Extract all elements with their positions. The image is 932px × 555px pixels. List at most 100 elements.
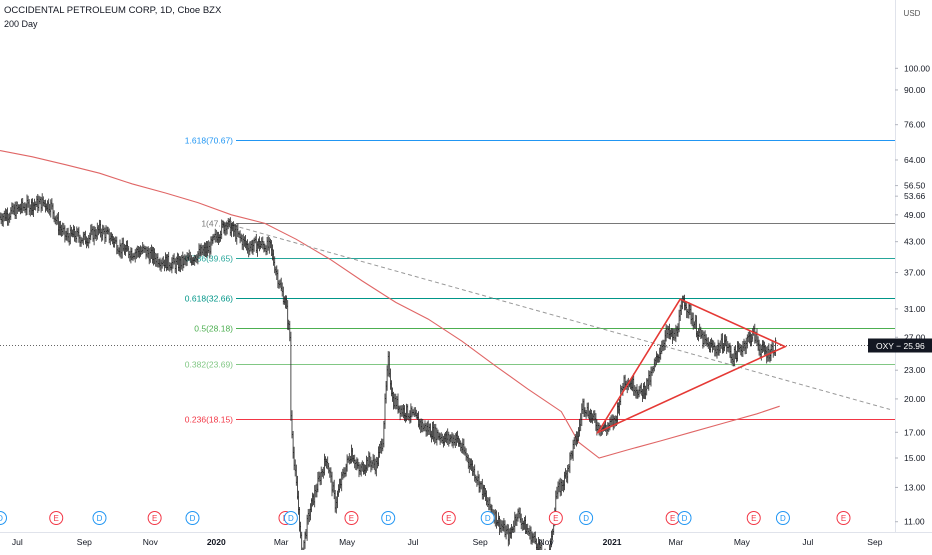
price-tick-label: 37.00 xyxy=(904,268,926,278)
fib-levels: 1.618(70.67) 1(47.18) 0.786(39.65) 0.618(32… xyxy=(185,136,895,555)
event-letter: D xyxy=(385,514,391,523)
price-bar xyxy=(775,337,777,356)
event-circle xyxy=(579,511,594,525)
last-price-badge: OXY − 25.96 xyxy=(868,338,932,353)
chart-title: OCCIDENTAL PETROLEUM CORP, 1D, Cboe BZX xyxy=(4,5,222,16)
time-tick-label: Jul xyxy=(802,537,813,547)
time-tick-label: Mar xyxy=(669,537,684,547)
event-letter: E xyxy=(349,514,354,523)
event-circle xyxy=(836,511,851,525)
earnings-marker[interactable]: E xyxy=(344,511,359,525)
price-tick-label: 100.00 xyxy=(904,63,930,73)
price-tick-label: 20.00 xyxy=(904,394,926,404)
price-tick-label: 17.00 xyxy=(904,427,926,437)
dividend-marker[interactable]: D xyxy=(775,511,790,525)
event-letter: D xyxy=(485,514,491,523)
event-circle xyxy=(746,511,761,525)
time-tick-label: Jul xyxy=(408,537,419,547)
earnings-marker[interactable]: E xyxy=(441,511,456,525)
event-letter: D xyxy=(583,514,589,523)
earnings-marker[interactable]: E xyxy=(548,511,563,525)
dividend-marker[interactable]: D xyxy=(185,511,200,525)
time-tick-label: Nov xyxy=(539,537,555,547)
event-circle xyxy=(480,511,495,525)
time-tick-label: May xyxy=(734,537,751,547)
event-letter: E xyxy=(670,514,675,523)
chart-header: OCCIDENTAL PETROLEUM CORP, 1D, Cboe BZX … xyxy=(4,5,222,29)
price-tick-label: 53.66 xyxy=(904,191,926,201)
time-tick-label: 2021 xyxy=(603,537,622,547)
price-tick-label: 13.00 xyxy=(904,482,926,492)
trendline xyxy=(225,222,891,410)
time-tick-label: 2020 xyxy=(207,537,226,547)
earnings-marker[interactable]: E xyxy=(49,511,64,525)
event-letter: D xyxy=(288,514,294,523)
price-tick-label: 23.00 xyxy=(904,365,926,375)
price-tick-label: 27.00 xyxy=(904,332,926,342)
dividend-marker[interactable]: D xyxy=(92,511,107,525)
event-letter: D xyxy=(780,514,786,523)
fib-label: 1.618(70.67) xyxy=(185,136,233,146)
price-tick-label: 56.50 xyxy=(904,181,926,191)
triangle-pattern xyxy=(595,298,788,435)
event-circle xyxy=(548,511,563,525)
event-circle xyxy=(344,511,359,525)
event-letter: D xyxy=(0,514,3,523)
event-circle xyxy=(381,511,396,525)
dividend-marker[interactable]: D xyxy=(0,511,7,525)
event-letter: D xyxy=(682,514,688,523)
event-circle xyxy=(185,511,200,525)
time-axis[interactable]: Jul Sep Nov 2020 Mar May Jul Sep Nov 2021 Mar May Ju… xyxy=(12,537,883,547)
earnings-marker[interactable]: E xyxy=(147,511,162,525)
earnings-marker[interactable]: E xyxy=(836,511,851,525)
price-tick-label: 90.00 xyxy=(904,85,926,95)
currency-label: USD xyxy=(904,9,921,18)
event-circle xyxy=(0,511,7,525)
dividend-marker[interactable]: D xyxy=(677,511,692,525)
event-circle xyxy=(283,511,298,525)
price-tick-label: 76.00 xyxy=(904,120,926,130)
event-markers: DEDEDEDEDEDEDEDEDE xyxy=(0,511,851,525)
event-letter: E xyxy=(152,514,157,523)
last-price-badge-bg xyxy=(868,338,932,353)
time-tick-label: Jul xyxy=(12,537,23,547)
event-letter: D xyxy=(190,514,196,523)
fib-label: 1(47.18) xyxy=(201,219,233,229)
event-circle xyxy=(441,511,456,525)
indicator-label: 200 Day xyxy=(4,19,38,29)
ma-200-line xyxy=(0,150,780,459)
dividend-marker[interactable]: D xyxy=(381,511,396,525)
earnings-marker[interactable]: E xyxy=(665,511,680,525)
event-circle xyxy=(92,511,107,525)
event-letter: E xyxy=(751,514,756,523)
price-tick-label: 11.00 xyxy=(904,517,925,527)
price-tick-label: 15.00 xyxy=(904,453,926,463)
earnings-marker[interactable]: E xyxy=(746,511,761,525)
last-price-badge-label: OXY − 25.96 xyxy=(876,341,925,351)
moving-average-200 xyxy=(0,150,780,459)
event-circle xyxy=(49,511,64,525)
dividend-marker[interactable]: D xyxy=(480,511,495,525)
dividend-marker[interactable]: D xyxy=(579,511,594,525)
fib-label: 0.382(23.69) xyxy=(185,360,233,370)
dividend-marker[interactable]: D xyxy=(283,511,298,525)
price-series xyxy=(0,193,777,555)
event-letter: D xyxy=(97,514,103,523)
price-tick-label: 31.00 xyxy=(904,304,926,314)
event-letter: E xyxy=(54,514,59,523)
triangle-outline xyxy=(595,298,788,435)
fib-label: 0.236(18.15) xyxy=(185,415,233,425)
fib-label: 0.618(32.66) xyxy=(185,294,233,304)
event-circle xyxy=(775,511,790,525)
time-tick-label: Sep xyxy=(867,537,882,547)
fib-label: 0.786(39.65) xyxy=(185,254,233,264)
price-tick-label: 43.00 xyxy=(904,237,926,247)
time-tick-label: Sep xyxy=(473,537,488,547)
event-circle xyxy=(677,511,692,525)
price-tick-label: 64.00 xyxy=(904,155,926,165)
time-tick-label: Nov xyxy=(143,537,159,547)
